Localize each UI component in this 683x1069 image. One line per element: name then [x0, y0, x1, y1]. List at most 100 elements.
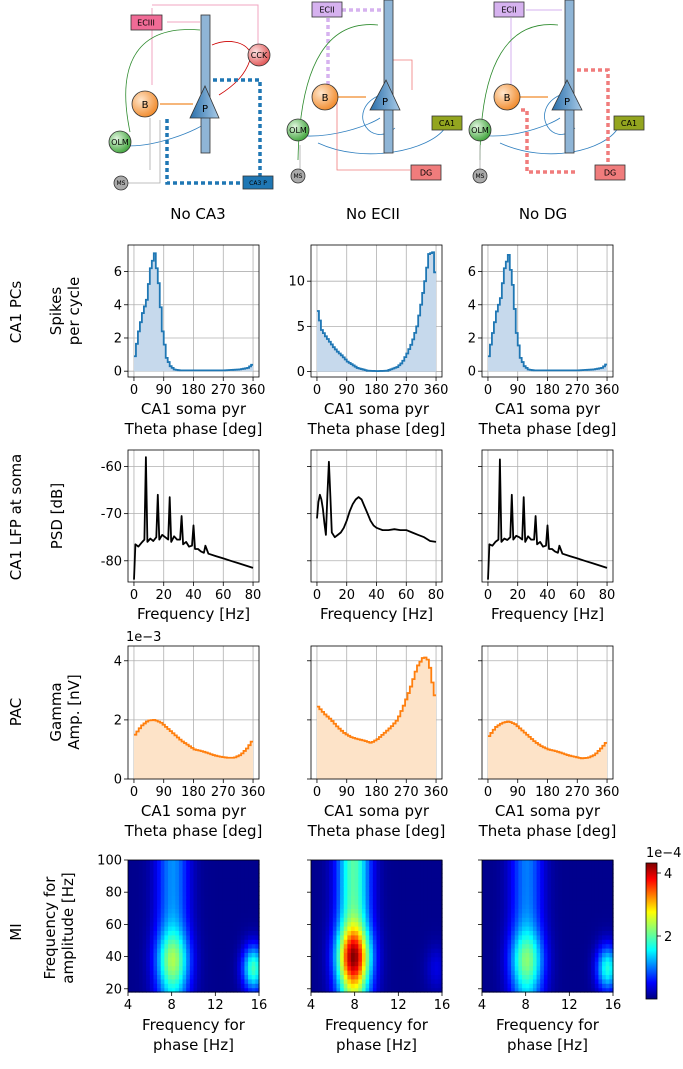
heatmap-cell — [222, 978, 227, 984]
heatmap-cell — [318, 939, 323, 945]
heatmap-cell — [251, 970, 256, 975]
heatmap-cell — [532, 864, 538, 870]
heatmap-cell — [340, 961, 345, 967]
heatmap-cell — [583, 970, 589, 975]
heatmap-cell — [551, 934, 556, 940]
heatmap-cell — [500, 930, 505, 936]
heatmap-cell — [182, 952, 187, 958]
heatmap-cell — [255, 904, 260, 909]
heatmap-cell — [208, 952, 213, 958]
heatmap-cell — [492, 948, 498, 953]
heatmap-cell — [160, 877, 165, 883]
heatmap-cell — [387, 895, 392, 901]
y-tick-label: 2 — [468, 331, 476, 346]
heatmap-cell — [226, 948, 231, 953]
heatmap-cell — [354, 926, 359, 931]
heatmap-cell — [569, 921, 574, 927]
heatmap-cell — [514, 917, 519, 923]
heatmap-cell — [311, 948, 316, 953]
heatmap-cell — [325, 952, 330, 958]
heatmap-cell — [171, 886, 176, 892]
heatmap-cell — [394, 952, 399, 958]
heatmap-cell — [321, 930, 327, 936]
heatmap-cell — [438, 899, 443, 905]
heatmap-cell — [146, 873, 151, 879]
heatmap-cell — [605, 952, 610, 958]
heatmap-cell — [171, 939, 176, 945]
heatmap-cell — [321, 952, 327, 958]
heatmap-cell — [529, 930, 534, 936]
heatmap-cell — [193, 948, 198, 953]
heatmap-cell — [332, 978, 338, 984]
heatmap-cell — [485, 952, 490, 958]
heatmap-cell — [193, 978, 198, 984]
heatmap-cell — [602, 912, 607, 918]
heatmap-cell — [336, 877, 341, 883]
heatmap-cell — [222, 873, 227, 879]
heatmap-cell — [160, 886, 165, 892]
heatmap-cell — [514, 965, 519, 971]
heatmap-cell — [391, 917, 396, 923]
heatmap-cell — [215, 864, 220, 870]
heatmap-cell — [394, 974, 399, 980]
heatmap-cell — [240, 873, 246, 879]
heatmap-cell — [318, 948, 323, 953]
heatmap-cell — [511, 956, 516, 962]
heatmap-cell — [489, 864, 494, 870]
heatmap-cell — [332, 934, 338, 940]
heatmap-cell — [576, 965, 581, 971]
heatmap-cell — [551, 974, 556, 980]
heatmap-cell — [511, 948, 516, 953]
heatmap-cell — [358, 987, 363, 993]
heatmap-cell — [591, 904, 596, 909]
heatmap-cell — [135, 974, 140, 980]
heatmap-cell — [321, 926, 327, 931]
heatmap-cell — [189, 886, 195, 892]
heatmap-cell — [565, 956, 570, 962]
heatmap-cell — [387, 904, 392, 909]
heatmap-cell — [431, 926, 436, 931]
heatmap-cell — [128, 983, 133, 989]
heatmap-cell — [562, 873, 567, 879]
heatmap-cell — [200, 912, 206, 918]
heatmap-cell — [434, 934, 439, 940]
heatmap-cell — [178, 868, 184, 874]
heatmap-cell — [314, 917, 319, 923]
heatmap-cell — [325, 882, 330, 887]
heatmap-cell — [343, 956, 348, 962]
heatmap-cell — [168, 948, 173, 953]
heatmap-cell — [160, 939, 165, 945]
heatmap-cell — [186, 873, 191, 879]
heatmap-cell — [193, 974, 198, 980]
heatmap-cell — [587, 965, 592, 971]
heatmap-cell — [532, 877, 538, 883]
heatmap-cell — [536, 882, 541, 887]
heatmap-cell — [240, 895, 246, 901]
heatmap-cell — [532, 899, 538, 905]
heatmap-cell — [229, 983, 235, 989]
heatmap-cell — [376, 961, 381, 967]
heatmap-cell — [540, 899, 545, 905]
x-tick-label: 12 — [561, 998, 578, 1013]
heatmap-cell — [605, 912, 610, 918]
heatmap-cell — [489, 934, 494, 940]
heatmap-cell — [398, 917, 403, 923]
heatmap-cell — [598, 882, 603, 887]
heatmap-cell — [361, 943, 367, 949]
heatmap-cell — [182, 930, 187, 936]
heatmap-cell — [244, 948, 249, 953]
heatmap-cell — [594, 882, 600, 887]
heatmap-cell — [215, 873, 220, 879]
heatmap-cell — [197, 952, 202, 958]
heatmap-cell — [558, 970, 563, 975]
heatmap-cell — [215, 930, 220, 936]
heatmap-cell — [587, 961, 592, 967]
heatmap-cell — [398, 974, 403, 980]
heatmap-cell — [540, 956, 545, 962]
heatmap-cell — [532, 974, 538, 980]
heatmap-cell — [138, 899, 144, 905]
heatmap-cell — [540, 882, 545, 887]
heatmap-cell — [540, 864, 545, 870]
heatmap-cell — [529, 882, 534, 887]
heatmap-cell — [229, 908, 235, 914]
